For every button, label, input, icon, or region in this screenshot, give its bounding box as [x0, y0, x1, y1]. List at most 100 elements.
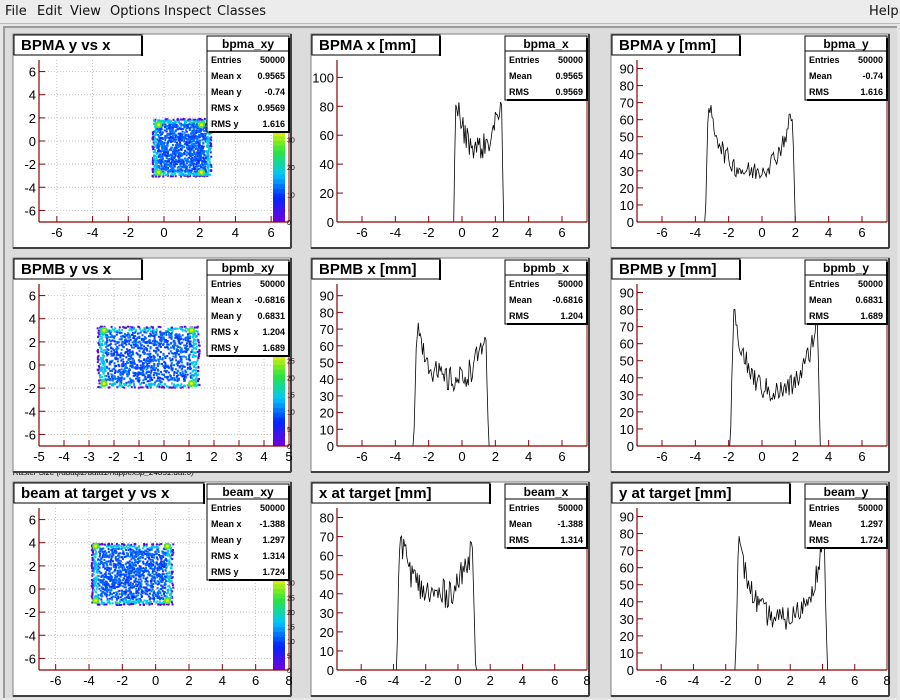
hotspot-core	[190, 328, 193, 332]
density-cell	[90, 565, 93, 568]
density-cell	[159, 119, 162, 122]
density-cell	[191, 138, 194, 141]
density-cell	[163, 582, 166, 585]
density-cell	[173, 347, 176, 350]
menu-edit[interactable]: Edit	[37, 4, 63, 19]
density-cell	[150, 370, 153, 373]
stats-value: 0.9569	[257, 103, 285, 113]
density-cell	[117, 595, 120, 598]
density-cell	[194, 380, 197, 383]
density-cell	[159, 139, 162, 142]
density-cell	[136, 568, 139, 571]
density-cell	[151, 564, 154, 567]
density-cell	[194, 141, 197, 144]
density-cell	[97, 329, 100, 332]
density-cell	[165, 572, 168, 575]
density-cell	[152, 354, 155, 357]
density-cell	[192, 163, 195, 166]
density-cell	[166, 553, 169, 556]
density-cell	[182, 127, 185, 130]
density-cell	[145, 570, 148, 573]
density-cell	[174, 129, 177, 132]
density-cell	[171, 550, 174, 553]
density-cell	[94, 563, 97, 566]
density-cell	[163, 366, 166, 369]
density-cell	[149, 584, 152, 587]
density-cell	[202, 152, 205, 155]
density-cell	[172, 384, 175, 387]
density-cell	[152, 151, 155, 154]
colorbar-label: 20	[287, 610, 295, 617]
menu-help[interactable]: Help	[869, 4, 899, 19]
density-cell	[162, 343, 165, 346]
density-cell	[123, 556, 126, 559]
density-cell	[128, 329, 131, 332]
density-cell	[153, 134, 156, 137]
menu-inspect[interactable]: Inspect	[164, 4, 212, 19]
density-cell	[138, 336, 141, 339]
density-cell	[202, 119, 205, 122]
x-tick-label: -5	[33, 449, 45, 464]
menu-view[interactable]: View	[70, 4, 101, 19]
density-cell	[193, 374, 196, 377]
density-cell	[191, 172, 194, 175]
density-cell	[139, 347, 142, 350]
density-cell	[97, 331, 100, 334]
density-cell	[184, 356, 187, 359]
density-cell	[179, 154, 182, 157]
density-cell	[158, 158, 161, 161]
density-cell	[133, 600, 136, 603]
density-cell	[182, 338, 185, 341]
colorbar-segment	[273, 426, 285, 433]
density-cell	[162, 173, 165, 176]
density-cell	[108, 339, 111, 342]
menu-options[interactable]: Options	[110, 4, 161, 19]
density-cell	[99, 358, 102, 361]
density-cell	[156, 583, 159, 586]
density-cell	[124, 326, 127, 329]
density-cell	[106, 353, 109, 356]
density-cell	[103, 581, 106, 584]
y-tick-label: 10	[320, 422, 334, 437]
density-cell	[159, 136, 162, 139]
density-cell	[160, 133, 163, 136]
density-cell	[175, 121, 178, 124]
density-cell	[147, 573, 150, 576]
density-cell	[170, 148, 173, 151]
density-cell	[201, 161, 204, 164]
stats-title: beam_y	[824, 485, 869, 499]
stats-title: bpma_y	[823, 37, 869, 51]
density-cell	[116, 559, 119, 562]
density-cell	[170, 567, 173, 570]
density-cell	[101, 367, 104, 370]
density-cell	[173, 161, 176, 164]
density-cell	[108, 597, 111, 600]
density-cell	[159, 567, 162, 570]
menu-file[interactable]: File	[5, 4, 27, 19]
density-cell	[115, 347, 118, 350]
density-cell	[176, 364, 179, 367]
density-cell	[152, 334, 155, 337]
density-cell	[128, 358, 131, 361]
density-cell	[117, 547, 120, 550]
density-cell	[111, 374, 114, 377]
density-cell	[187, 386, 190, 389]
density-cell	[141, 554, 144, 557]
density-cell	[207, 149, 210, 152]
density-cell	[181, 361, 184, 364]
y-tick-label: 10	[620, 198, 634, 213]
density-cell	[110, 563, 113, 566]
y-tick-label: 10	[620, 422, 634, 437]
density-cell	[178, 366, 181, 369]
menu-classes[interactable]: Classes	[217, 4, 266, 19]
x-tick-label: 4	[825, 449, 832, 464]
stats-label: Mean y	[211, 535, 242, 545]
colorbar-label: 15	[287, 393, 295, 400]
density-cell	[105, 365, 108, 368]
density-cell	[145, 587, 148, 590]
root-canvas[interactable]: Raster Size (/adaql2/data1/happexsp_2485…	[3, 26, 897, 698]
density-cell	[194, 355, 197, 358]
density-cell	[91, 569, 94, 572]
density-cell	[170, 592, 173, 595]
density-cell	[178, 361, 181, 364]
